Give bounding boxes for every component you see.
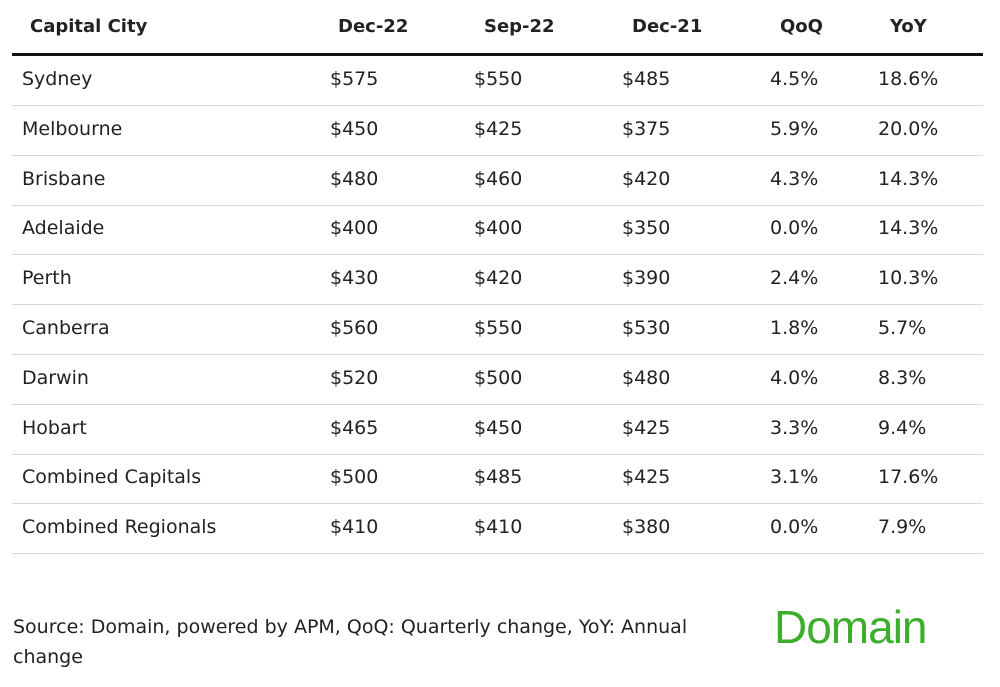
cell-value: 14.3%	[878, 217, 939, 240]
cell-value: $550	[474, 317, 523, 339]
row-label: Hobart	[22, 416, 87, 439]
cell-value: 5.7%	[878, 317, 927, 339]
cell-value: 17.6%	[878, 466, 939, 489]
row-label: Combined Capitals	[22, 466, 202, 489]
cell-value: 3.1%	[770, 466, 819, 489]
row-rule	[12, 553, 983, 555]
cell-value: 3.3%	[770, 416, 819, 439]
cell-value: $485	[474, 466, 523, 489]
row-label: Darwin	[22, 366, 89, 389]
cell-value: $480	[330, 167, 379, 190]
cell-value: 8.3%	[878, 366, 927, 389]
cell-value: $520	[330, 366, 379, 389]
cell-value: $450	[474, 416, 523, 439]
logo: Domain	[774, 601, 928, 653]
cell-value: $400	[330, 217, 379, 240]
row-rule	[12, 503, 983, 505]
header-cell: Capital City	[30, 16, 148, 37]
row-label: Sydney	[22, 68, 93, 90]
cell-value: $420	[622, 167, 671, 190]
cell-value: $425	[622, 416, 671, 439]
header-cell: Dec-21	[632, 16, 703, 37]
cell-value: $500	[330, 466, 379, 489]
header-cell: YoY	[890, 16, 927, 37]
row-label: Canberra	[22, 317, 110, 339]
row-rule	[12, 105, 983, 106]
row-rule	[12, 453, 983, 455]
cell-value: $575	[330, 68, 379, 90]
cell-value: 4.3%	[770, 167, 819, 190]
cell-value: $465	[330, 416, 379, 439]
cell-value: $350	[622, 217, 671, 240]
cell-value: 4.5%	[770, 68, 819, 90]
header-rule	[12, 53, 983, 56]
cell-value: 1.8%	[770, 317, 819, 339]
cell-value: 4.0%	[770, 366, 819, 389]
cell-value: 10.3%	[878, 267, 939, 290]
row-label: Adelaide	[22, 217, 105, 240]
cell-value: 5.9%	[770, 117, 819, 140]
header-cell: Dec-22	[338, 16, 409, 37]
cell-value: $425	[622, 466, 671, 489]
cell-value: $460	[474, 167, 523, 190]
row-rule	[12, 403, 983, 405]
cell-value: 9.4%	[878, 416, 927, 439]
cell-value: $425	[474, 117, 523, 140]
row-rule	[12, 254, 983, 256]
row-rule	[12, 304, 983, 306]
cell-value: 0.0%	[770, 217, 819, 240]
cell-value: 2.4%	[770, 267, 819, 290]
cell-value: $430	[330, 267, 379, 290]
cell-value: $480	[622, 366, 671, 389]
row-label: Brisbane	[22, 167, 106, 190]
cell-value: $400	[474, 217, 523, 240]
cell-value: $550	[474, 68, 523, 90]
cell-value: $375	[622, 117, 671, 140]
header-cell: QoQ	[780, 16, 823, 37]
cell-value: $420	[474, 267, 523, 290]
row-rule	[12, 204, 983, 206]
cell-value: 20.0%	[878, 117, 939, 140]
cell-value: $410	[474, 516, 523, 539]
cell-value: $410	[330, 516, 379, 539]
cell-value: $450	[330, 117, 379, 140]
row-rule	[12, 154, 983, 156]
row-rule	[12, 354, 983, 355]
cell-value: 18.6%	[878, 68, 939, 90]
cell-value: 0.0%	[770, 516, 819, 539]
row-label: Combined Regionals	[22, 516, 217, 539]
row-label: Melbourne	[22, 117, 123, 140]
cell-value: 14.3%	[878, 167, 939, 190]
cell-value: $560	[330, 317, 379, 339]
row-label: Perth	[22, 267, 72, 290]
cell-value: $390	[622, 267, 671, 290]
cell-value: $500	[474, 366, 523, 389]
cell-value: $530	[622, 317, 671, 339]
cell-value: $380	[622, 516, 671, 539]
header-cell: Sep-22	[484, 16, 555, 37]
cell-value: 7.9%	[878, 516, 927, 539]
source-note: Source: Domain, powered by APM, QoQ: Qua…	[13, 616, 688, 668]
cell-value: $485	[622, 68, 671, 90]
